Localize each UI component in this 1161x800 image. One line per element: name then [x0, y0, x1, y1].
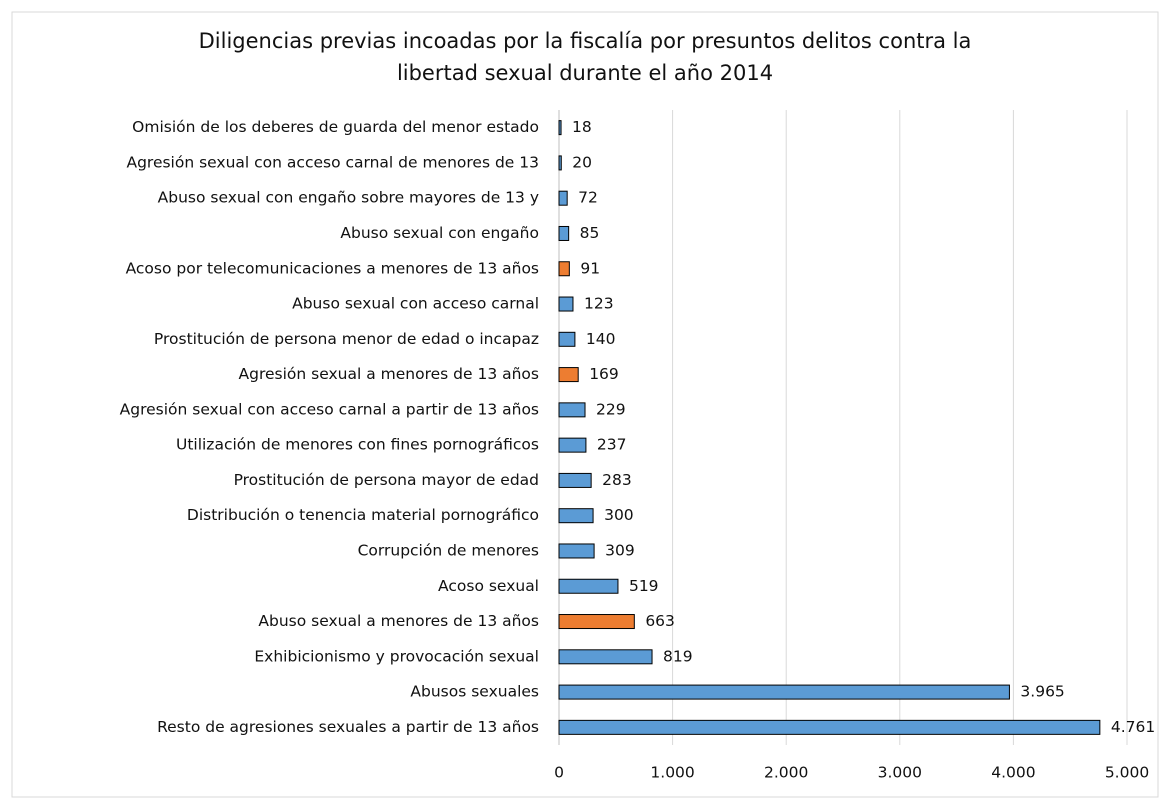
bar	[558, 543, 595, 559]
value-label: 169	[589, 365, 619, 383]
bar	[558, 225, 570, 241]
value-label: 229	[596, 400, 626, 418]
y-tick-label: Omisión de los deberes de guarda del men…	[132, 118, 539, 136]
y-tick-label: Abuso sexual a menores de 13 años	[258, 612, 539, 630]
y-tick-label: Abuso sexual con engaño sobre mayores de…	[158, 189, 539, 207]
bar	[558, 190, 568, 206]
y-tick-label: Agresión sexual a menores de 13 años	[239, 365, 539, 383]
y-tick-label: Abuso sexual con acceso carnal	[292, 295, 539, 313]
bar	[558, 367, 579, 383]
value-label: 237	[597, 436, 627, 454]
value-label: 72	[578, 189, 598, 207]
value-label: 18	[572, 118, 592, 136]
x-tick-label: 2.000	[764, 764, 808, 782]
value-label: 309	[605, 541, 635, 559]
value-label: 663	[645, 612, 675, 630]
bar	[558, 296, 574, 312]
y-tick-label: Resto de agresiones sexuales a partir de…	[157, 718, 539, 736]
bar	[558, 719, 1101, 735]
y-tick-label: Abusos sexuales	[410, 683, 539, 701]
x-tick-label: 4.000	[991, 764, 1035, 782]
value-label: 140	[586, 330, 616, 348]
y-tick-label: Acoso por telecomunicaciones a menores d…	[126, 259, 539, 277]
value-label: 819	[663, 647, 693, 665]
bar	[558, 578, 619, 594]
y-tick-label: Utilización de menores con fines pornogr…	[176, 436, 539, 454]
value-label: 4.761	[1111, 718, 1155, 736]
y-tick-label: Abuso sexual con engaño	[340, 224, 539, 242]
y-tick-label: Exhibicionismo y provocación sexual	[254, 647, 539, 665]
y-tick-label: Agresión sexual con acceso carnal a part…	[120, 400, 539, 418]
y-tick-label: Agresión sexual con acceso carnal de men…	[126, 153, 539, 171]
bar	[558, 437, 587, 453]
bar	[558, 120, 562, 136]
bar	[558, 614, 635, 630]
y-tick-label: Prostitución de persona mayor de edad	[234, 471, 539, 489]
bar	[558, 684, 1010, 700]
x-tick-label: 0	[554, 764, 564, 782]
value-label: 3.965	[1020, 683, 1064, 701]
y-tick-label: Distribución o tenencia material pornogr…	[187, 506, 539, 524]
bar	[558, 155, 562, 171]
x-tick-label: 3.000	[878, 764, 922, 782]
x-tick-label: 1.000	[650, 764, 694, 782]
y-tick-label: Prostitución de persona menor de edad o …	[154, 330, 539, 348]
value-label: 300	[604, 506, 634, 524]
value-label: 85	[580, 224, 600, 242]
value-label: 283	[602, 471, 632, 489]
bar	[558, 649, 653, 665]
value-label: 91	[580, 259, 600, 277]
bar	[558, 402, 586, 418]
chart-title: libertad sexual durante el año 2014	[397, 61, 773, 85]
bar	[558, 331, 576, 347]
bar	[558, 508, 594, 524]
value-label: 123	[584, 295, 614, 313]
value-label: 20	[572, 153, 592, 171]
x-tick-label: 5.000	[1105, 764, 1149, 782]
bar	[558, 472, 592, 488]
y-tick-label: Corrupción de menores	[358, 541, 539, 559]
y-tick-label: Acoso sexual	[438, 577, 539, 595]
bar	[558, 261, 570, 277]
value-label: 519	[629, 577, 659, 595]
chart-title: Diligencias previas incoadas por la fisc…	[199, 29, 972, 53]
